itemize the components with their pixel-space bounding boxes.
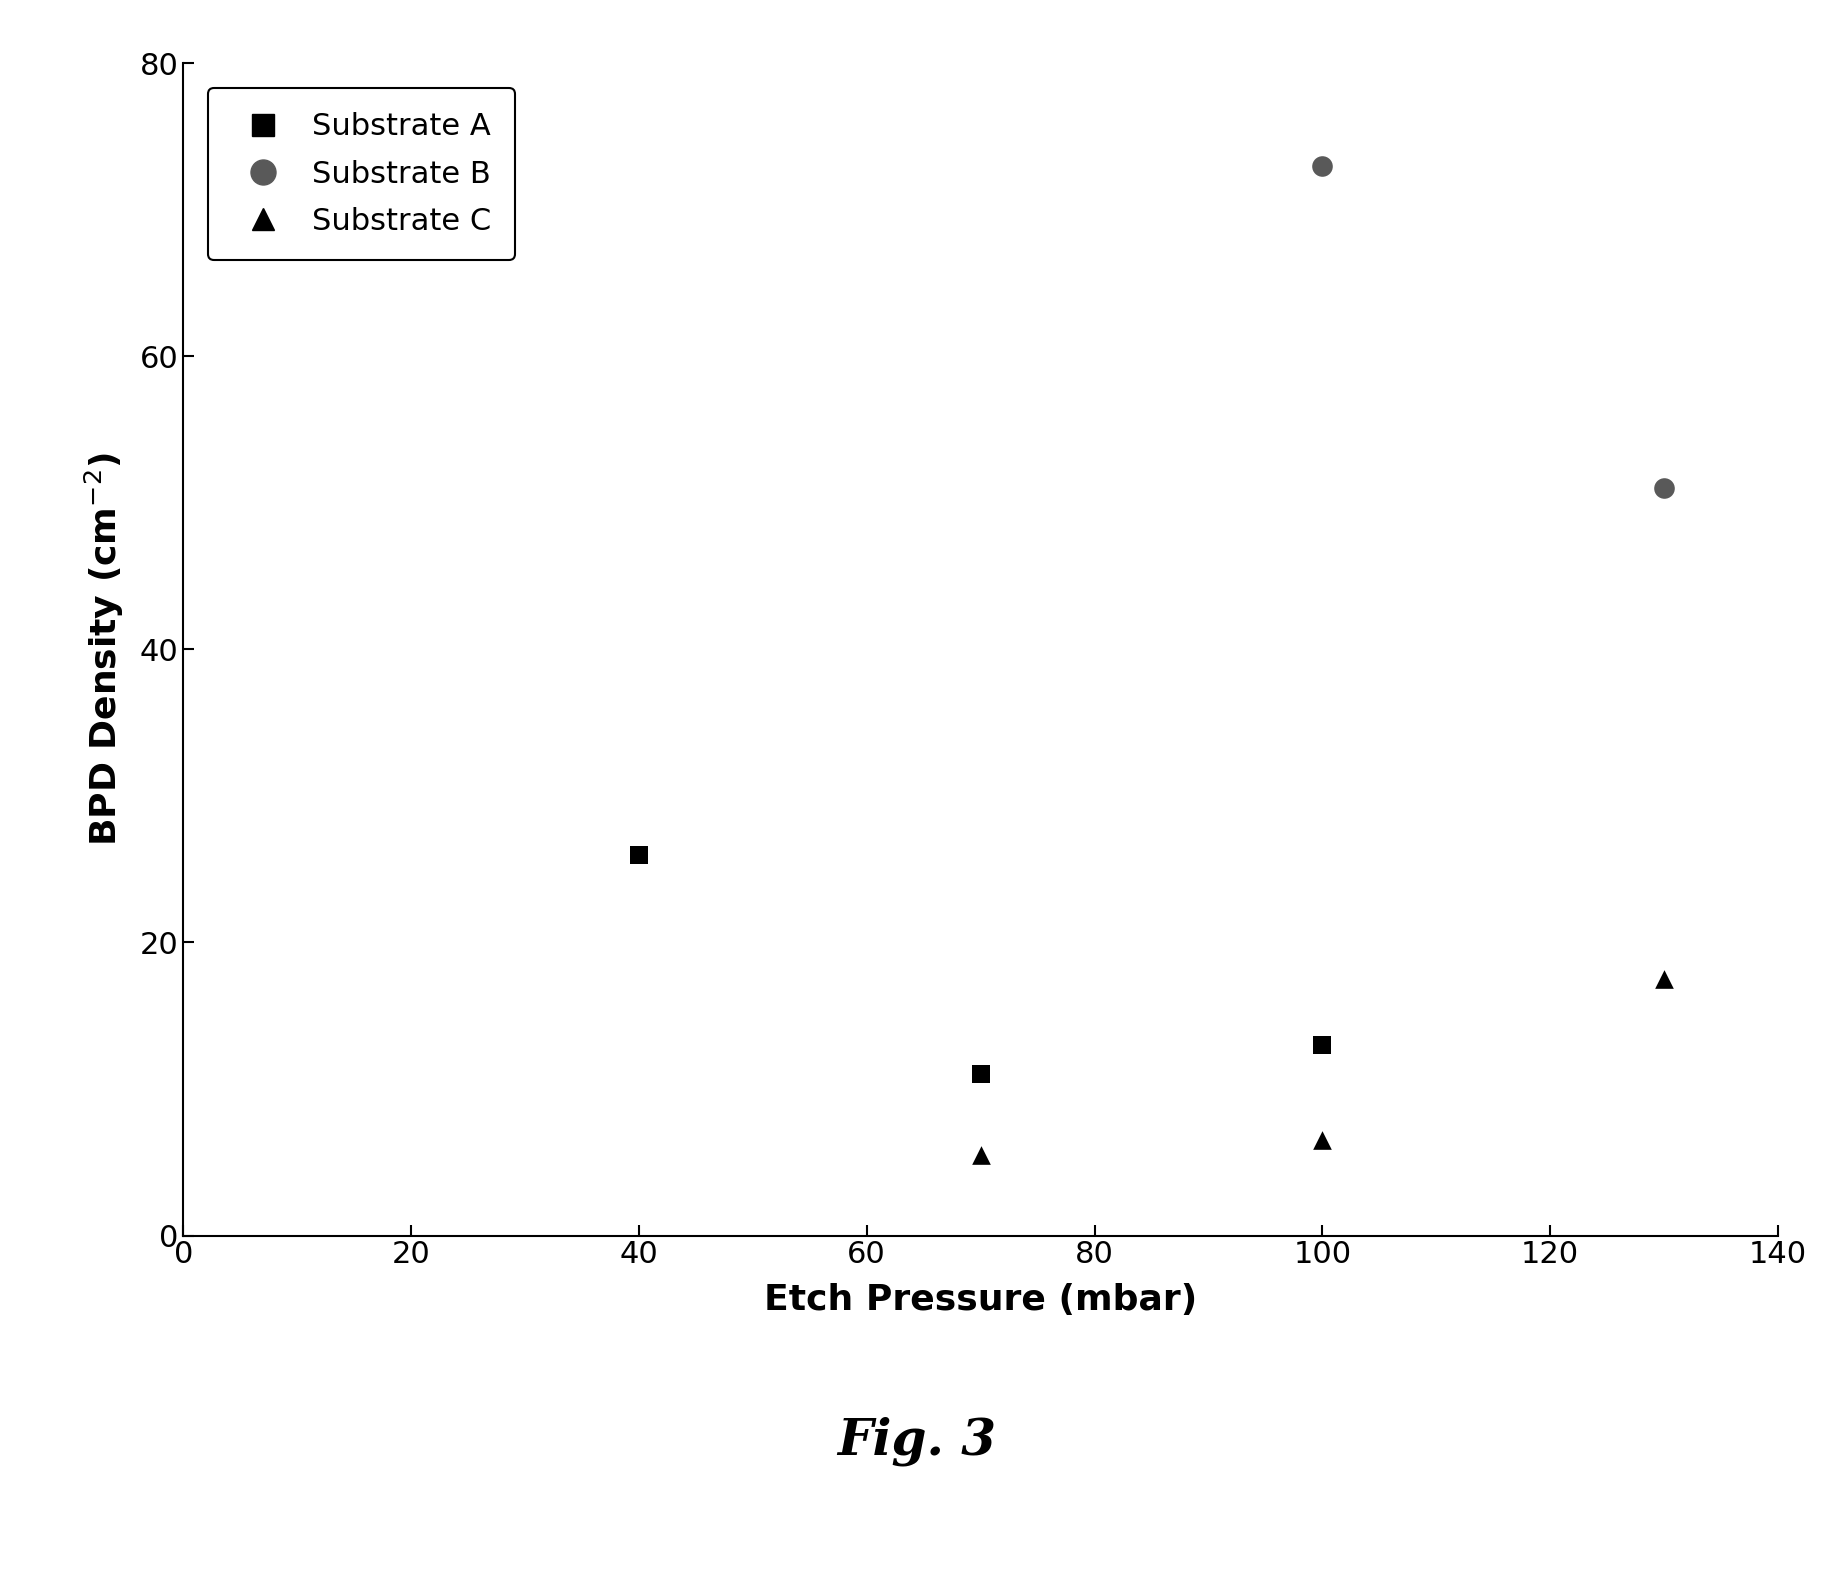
X-axis label: Etch Pressure (mbar): Etch Pressure (mbar): [764, 1283, 1196, 1318]
Substrate B: [1649, 475, 1678, 501]
Substrate C: [1649, 966, 1678, 992]
Legend: Substrate A, Substrate B, Substrate C: Substrate A, Substrate B, Substrate C: [207, 87, 515, 260]
Substrate A: [625, 841, 654, 866]
Text: Fig. 3: Fig. 3: [837, 1416, 995, 1467]
Substrate A: [965, 1061, 995, 1087]
Substrate B: [1306, 154, 1336, 179]
Substrate C: [1306, 1128, 1336, 1153]
Y-axis label: BPD Density (cm$^{-2}$): BPD Density (cm$^{-2}$): [82, 453, 126, 846]
Substrate C: [965, 1142, 995, 1167]
Substrate A: [1306, 1033, 1336, 1058]
